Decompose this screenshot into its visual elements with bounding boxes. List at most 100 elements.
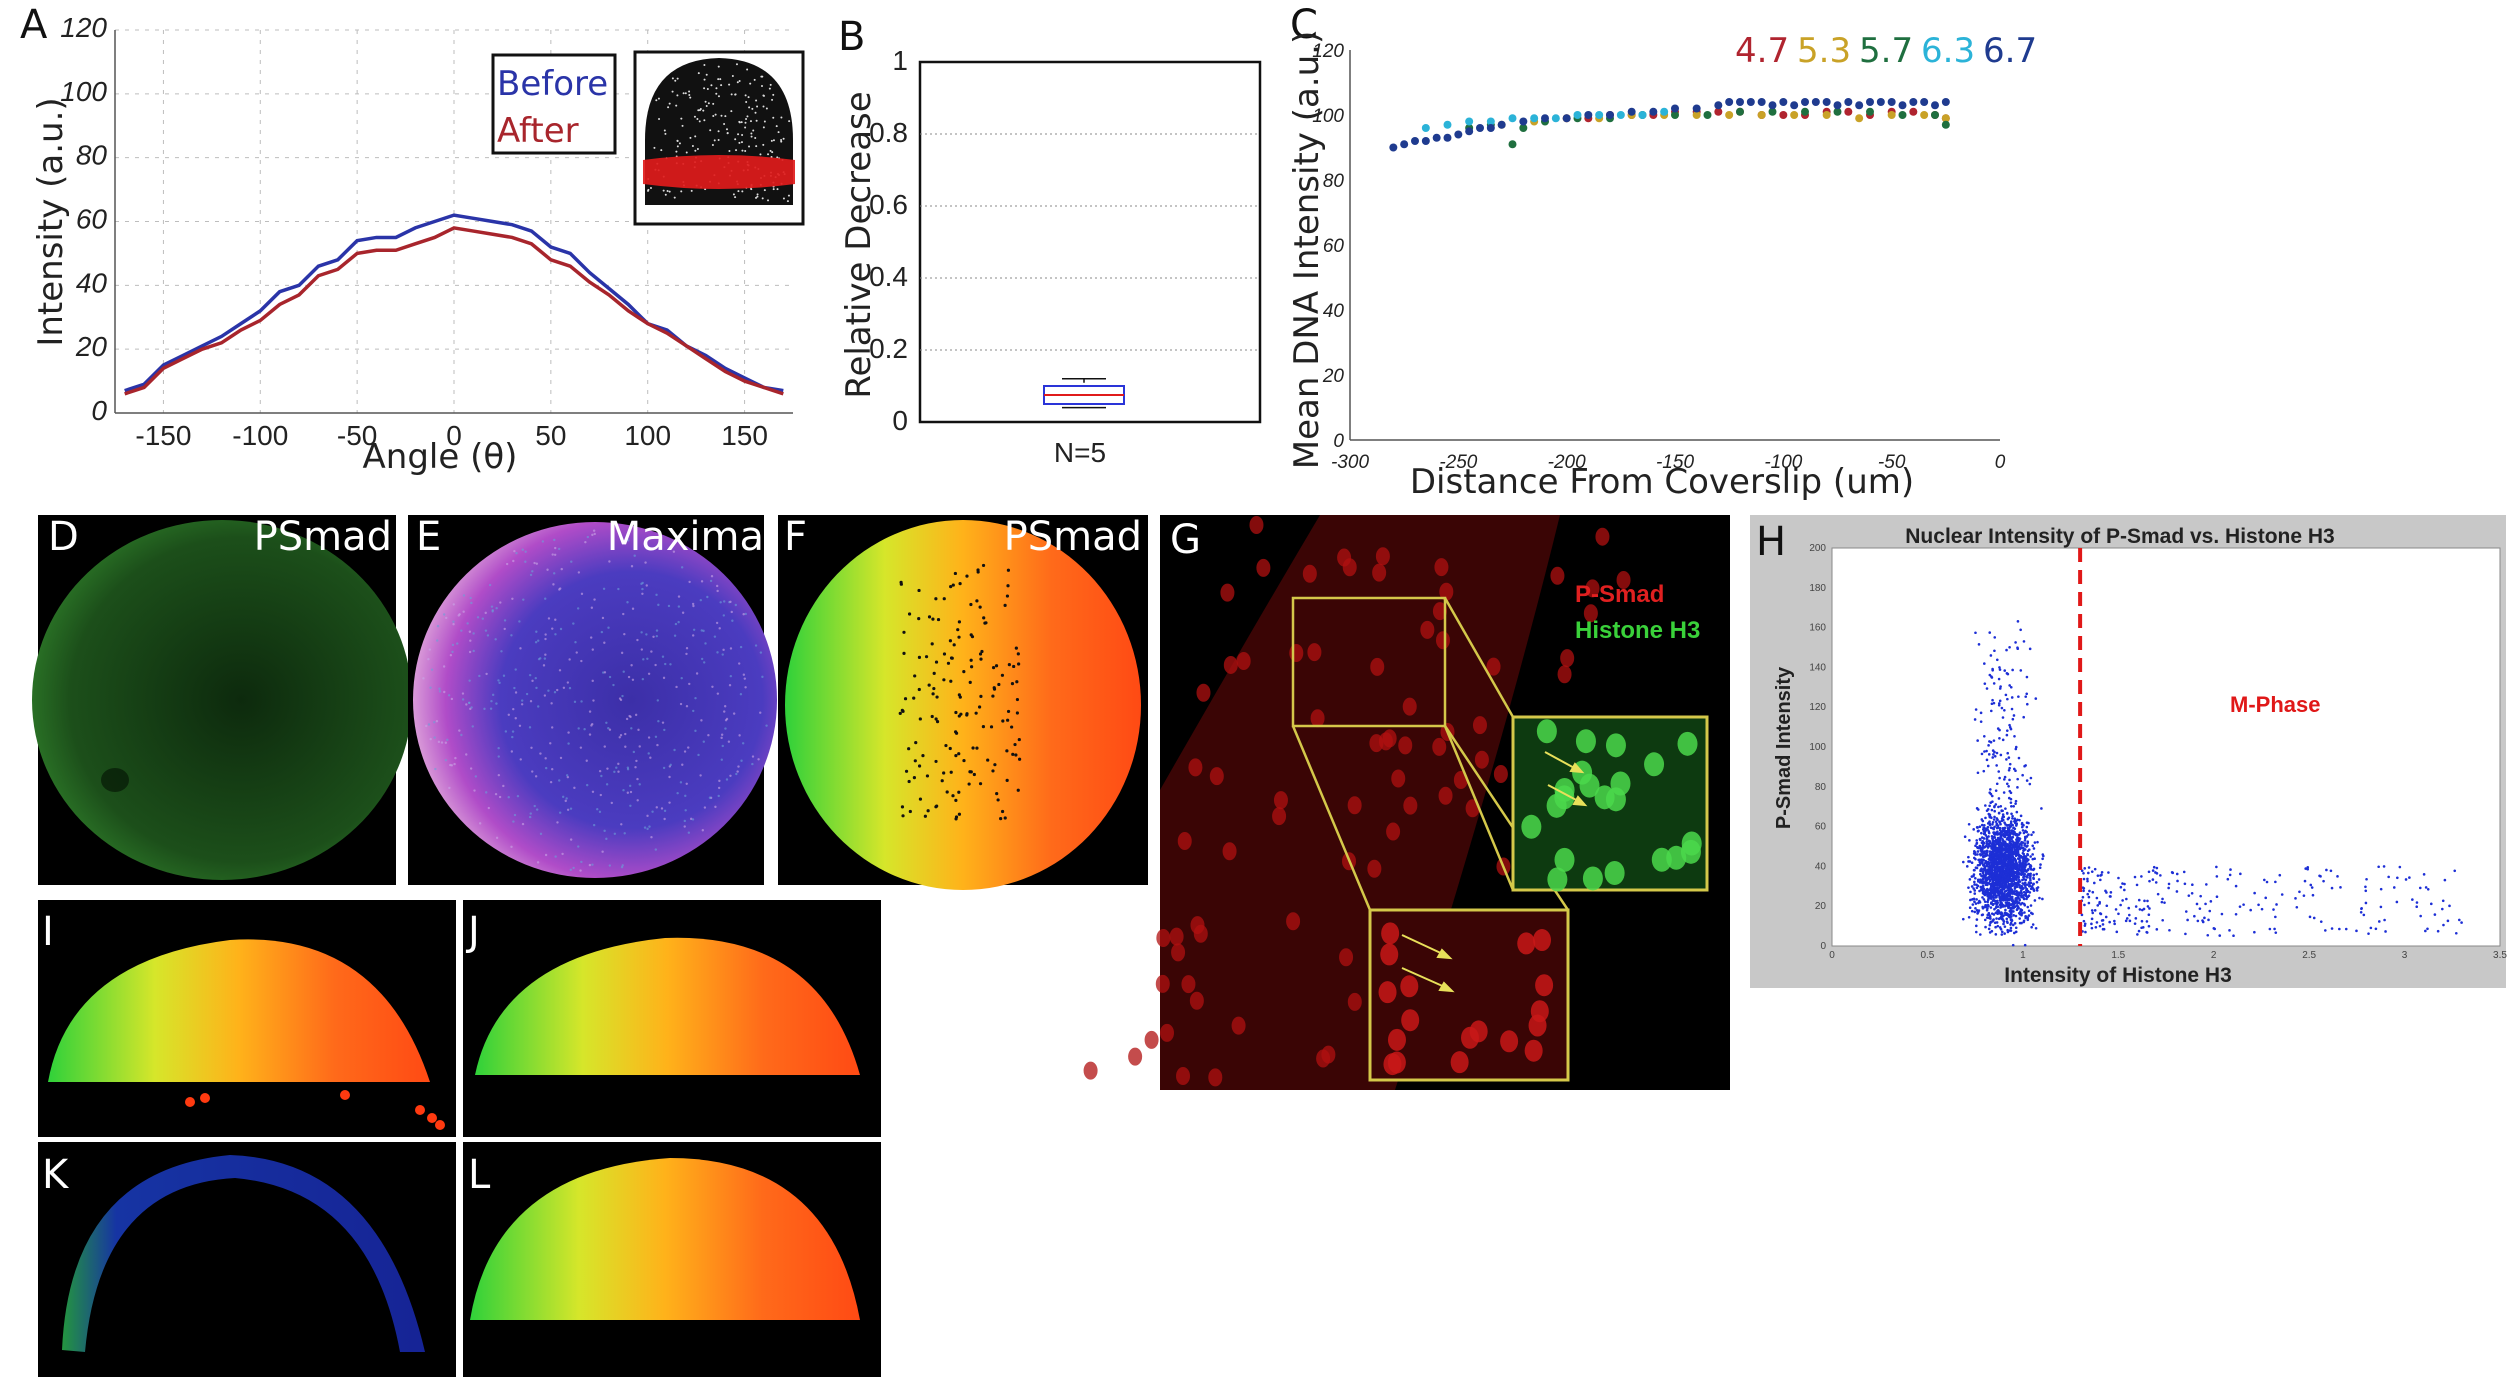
panel-h-point	[1996, 838, 1999, 842]
panel-h-point	[1999, 836, 2003, 839]
panel-h-xtick: 0	[1829, 950, 1835, 961]
panel-h-point	[2023, 839, 2027, 842]
panel-h-point	[2008, 837, 2011, 840]
panel-h-point	[2108, 920, 2111, 924]
panel-h-point	[1975, 807, 1979, 810]
panel-h-point	[2090, 917, 2094, 921]
panel-b-ytick: 0.4	[869, 261, 908, 292]
panel-h-point	[2100, 870, 2104, 874]
panel-h-point	[2265, 880, 2269, 884]
panel-h-point	[1997, 677, 2001, 681]
panel-h-point	[2022, 920, 2026, 924]
panel-h-point	[1994, 906, 1998, 909]
panel-h-point	[2010, 888, 2014, 892]
panel-c-point-5-7	[1931, 111, 1939, 119]
panel-h-point	[2013, 734, 2016, 738]
panel-h-point	[1989, 906, 1993, 909]
panel-c-point-5-7	[1703, 111, 1712, 119]
panel-h-point	[2014, 914, 2018, 918]
panel-h-ytick: 40	[1815, 861, 1827, 872]
panel-h-point	[1978, 825, 1982, 828]
panel-h-point	[2033, 899, 2037, 902]
panel-h-point	[1974, 708, 1978, 711]
panel-c-point-6-3	[1530, 114, 1539, 123]
panel-h-point	[1973, 718, 1977, 721]
panel-h-point	[2146, 899, 2149, 903]
panel-a-legend-before: Before	[497, 64, 608, 104]
panel-h-point	[2187, 894, 2191, 897]
panel-c-xtick: 0	[1995, 452, 2006, 473]
panel-h-point	[2000, 819, 2004, 823]
panel-h-ytick: 80	[1815, 782, 1827, 793]
panel-h-point	[2145, 920, 2149, 923]
panel-h-point	[1990, 891, 1994, 895]
panel-h-point	[2415, 901, 2419, 904]
panel-h-point	[2001, 856, 2004, 859]
panel-a-xlabel: Angle (θ)	[363, 437, 518, 477]
panel-h-point	[2006, 898, 2009, 902]
panel-h-point	[2003, 841, 2006, 844]
panel-b: B 0 0.2 0.4 0.6 0.8 1 Relative Decrease N=5	[838, 14, 1262, 468]
panel-h-point	[2016, 818, 2019, 822]
panel-h-point	[2017, 867, 2021, 870]
panel-h-point	[2005, 842, 2009, 846]
panel-h-point	[1986, 882, 1989, 886]
panel-h-point	[1991, 862, 1995, 866]
panel-h-point	[2004, 882, 2007, 885]
panel-h-point	[2025, 875, 2029, 879]
panel-c-xticks: -300 -250 -200 -150 -100 -50 0	[1331, 452, 2006, 473]
panel-c-legend-4-7: 4.7	[1735, 31, 1789, 71]
panel-h-point	[1993, 636, 1997, 639]
panel-h-point	[2013, 845, 2017, 849]
panel-h-point	[2015, 844, 2018, 847]
panel-h-point	[1979, 933, 1982, 936]
panel-h-point	[2175, 872, 2179, 876]
panel-h-point	[2005, 896, 2009, 900]
panel-h-point	[2019, 669, 2023, 672]
panel-h-point	[1998, 687, 2002, 690]
panel-h-point	[1974, 902, 1978, 905]
panel-h-point	[2025, 859, 2028, 863]
panel-h-point	[1981, 889, 1985, 893]
panel-h-point	[2364, 885, 2367, 889]
panel-h-point	[2448, 904, 2451, 908]
panel-c-point-6-7	[1725, 98, 1734, 106]
panel-a-xticks: -150 -100 -50 0 50 100 150	[135, 420, 768, 451]
panel-h-point	[2028, 782, 2032, 786]
panel-c-point-5-7	[1898, 111, 1907, 119]
panel-h-point	[2274, 915, 2277, 919]
panel-c-point-6-3	[1486, 117, 1495, 126]
panel-h-point	[2021, 851, 2025, 855]
panel-h-point	[2002, 884, 2005, 888]
panel-h-point	[2024, 829, 2027, 833]
panel-h-point	[2011, 840, 2014, 843]
panel-h-point	[2015, 870, 2019, 874]
panel-h-point	[2433, 913, 2437, 916]
panel-f-caption: PSmad	[1004, 514, 1142, 560]
panel-h-point	[2016, 836, 2019, 839]
panel-h-point	[2170, 871, 2174, 874]
panel-h-point	[2121, 882, 2124, 885]
panel-c-point-6-3	[1508, 114, 1517, 123]
panel-h-point	[2009, 822, 2013, 825]
panel-h-point	[2005, 733, 2009, 737]
panel-h-point	[2127, 906, 2131, 910]
panel-h-point	[2039, 863, 2042, 866]
panel-h-point	[2098, 924, 2102, 928]
panel-h-point	[1993, 847, 1997, 851]
panel-c-point-6-7	[1497, 120, 1506, 129]
panel-h-point	[2109, 895, 2112, 898]
panel-h-point	[2022, 715, 2025, 719]
panel-h-point	[2312, 916, 2316, 920]
panel-h-point	[2032, 882, 2035, 886]
panel-h-point	[1973, 892, 1977, 895]
panel-a-legend-after: After	[497, 111, 579, 151]
panel-h-point	[2004, 807, 2007, 810]
panel-h-point	[1994, 933, 1998, 936]
panel-h-point	[2113, 919, 2116, 923]
panel-h-point	[1996, 864, 1999, 868]
panel-h-point	[2355, 929, 2358, 933]
panel-h-point	[2023, 943, 2027, 947]
panel-h-point	[2010, 812, 2013, 816]
panel-h-point	[1985, 916, 1989, 919]
